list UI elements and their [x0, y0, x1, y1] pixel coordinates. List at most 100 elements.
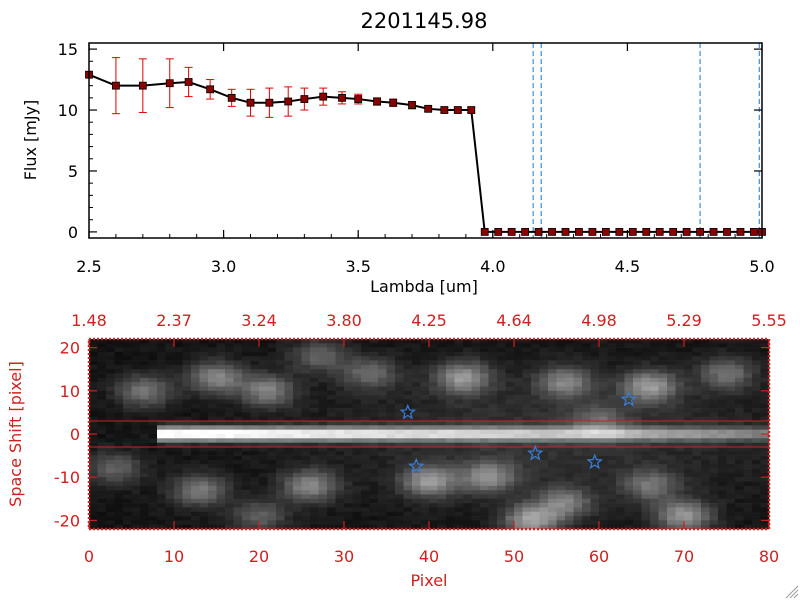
image-pixel: [735, 511, 744, 517]
image-pixel: [760, 399, 770, 405]
image-pixel: [233, 356, 243, 361]
image-pixel: [582, 351, 591, 357]
image-pixel: [497, 438, 506, 443]
image-pixel: [539, 412, 549, 418]
image-pixel: [531, 373, 540, 379]
image-pixel: [140, 481, 149, 487]
image-pixel: [191, 507, 200, 513]
image-pixel: [157, 507, 166, 513]
image-pixel: [344, 339, 353, 344]
image-pixel: [420, 412, 430, 418]
image-pixel: [97, 468, 107, 474]
image-pixel: [191, 364, 200, 370]
image-pixel: [123, 434, 132, 439]
image-pixel: [327, 377, 336, 383]
image-pixel: [616, 468, 625, 474]
image-pixel: [310, 369, 319, 374]
image-pixel: [735, 524, 744, 530]
image-pixel: [565, 438, 574, 443]
image-pixel: [318, 490, 328, 495]
image-pixel: [242, 481, 251, 487]
image-pixel: [208, 481, 217, 487]
image-pixel: [539, 485, 549, 491]
image-pixel: [140, 451, 149, 456]
image-pixel: [369, 425, 379, 430]
image-pixel: [548, 412, 557, 418]
image-pixel: [420, 490, 430, 495]
image-pixel: [760, 408, 770, 413]
image-pixel: [429, 416, 438, 422]
image-pixel: [556, 520, 566, 525]
image-pixel: [284, 408, 294, 413]
image-pixel: [471, 416, 481, 422]
image-pixel: [599, 520, 608, 525]
image-pixel: [539, 507, 549, 513]
image-pixel: [437, 339, 447, 344]
image-pixel: [429, 382, 438, 387]
image-pixel: [650, 364, 659, 370]
image-pixel: [675, 446, 685, 452]
image-pixel: [293, 408, 302, 413]
image-pixel: [259, 468, 268, 474]
image-pixel: [242, 446, 251, 452]
image-pixel: [114, 343, 124, 348]
image-pixel: [599, 494, 608, 500]
image-pixel: [123, 516, 132, 521]
image-pixel: [709, 369, 719, 374]
image-pixel: [403, 390, 413, 396]
image-pixel: [743, 403, 753, 409]
image-pixel: [250, 421, 260, 426]
shift-tick-label: 0: [70, 425, 80, 444]
image-pixel: [301, 446, 311, 452]
image-pixel: [106, 503, 115, 508]
image-pixel: [284, 477, 294, 482]
image-pixel: [318, 507, 328, 513]
image-pixel: [641, 459, 651, 465]
image-pixel: [157, 459, 166, 465]
image-pixel: [284, 390, 294, 396]
image-pixel: [497, 494, 506, 500]
image-pixel: [157, 343, 166, 348]
image-pixel: [650, 343, 659, 348]
image-pixel: [480, 455, 489, 461]
image-pixel: [293, 490, 302, 495]
image-pixel: [259, 360, 268, 366]
image-pixel: [267, 360, 277, 366]
image-pixel: [395, 485, 404, 491]
image-pixel: [293, 351, 302, 357]
image-pixel: [667, 360, 676, 366]
image-pixel: [293, 421, 302, 426]
image-pixel: [335, 507, 345, 513]
image-pixel: [463, 524, 472, 530]
image-pixel: [692, 373, 702, 379]
image-pixel: [310, 464, 319, 469]
image-pixel: [590, 373, 600, 379]
image-pixel: [548, 507, 557, 513]
image-pixel: [684, 403, 693, 409]
source-star-marker: [620, 390, 637, 407]
image-pixel: [650, 347, 659, 353]
image-pixel: [454, 425, 464, 430]
image-pixel: [743, 395, 753, 400]
image-pixel: [395, 339, 404, 344]
image-pixel: [743, 360, 753, 366]
image-pixel: [616, 464, 625, 469]
image-pixel: [318, 369, 328, 374]
image-pixel: [412, 425, 421, 430]
image-pixel: [590, 516, 600, 521]
image-pixel: [684, 377, 693, 383]
image-pixel: [106, 416, 115, 422]
image-pixel: [191, 403, 200, 409]
image-pixel: [352, 498, 362, 504]
image-pixel: [420, 403, 430, 409]
image-pixel: [539, 343, 549, 348]
resize-grip-icon[interactable]: [785, 585, 799, 599]
image-pixel: [182, 364, 192, 370]
image-pixel: [114, 403, 124, 409]
image-pixel: [463, 412, 472, 418]
image-pixel: [429, 455, 438, 461]
image-pixel: [276, 511, 285, 517]
image-pixel: [352, 373, 362, 379]
image-pixel: [718, 421, 727, 426]
image-pixel: [650, 481, 659, 487]
